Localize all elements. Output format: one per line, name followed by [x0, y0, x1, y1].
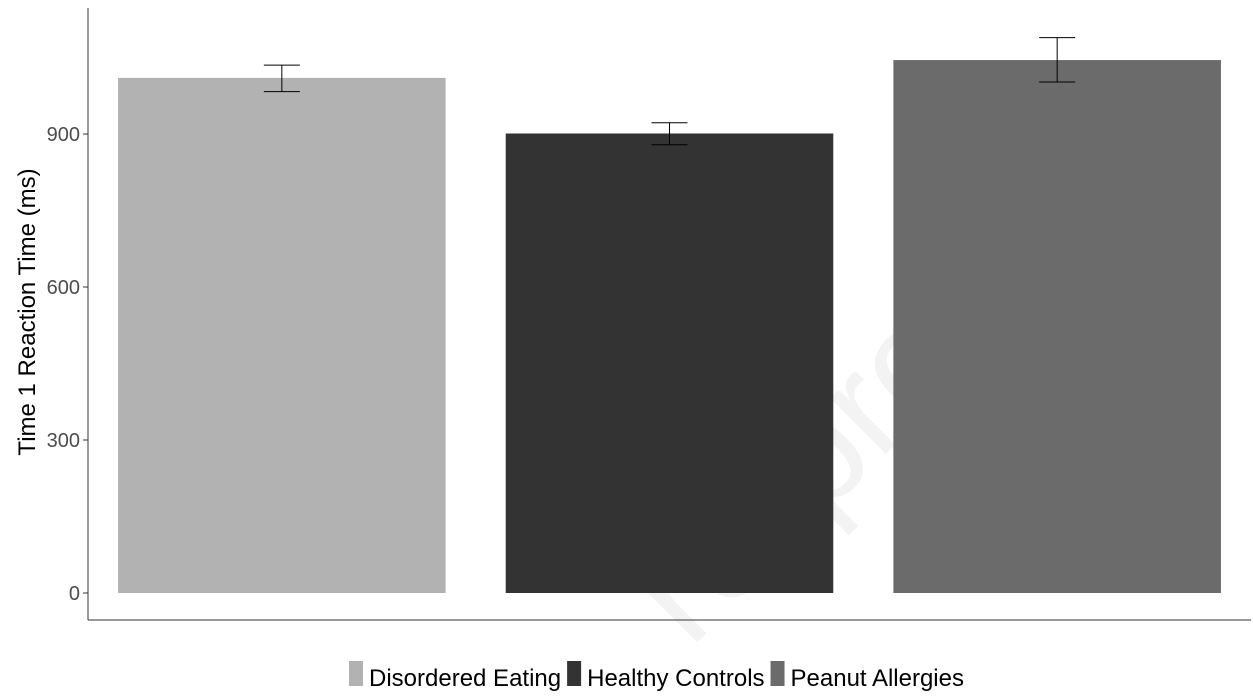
- bar-disordered-eating: [118, 77, 446, 593]
- error-bar: [1039, 37, 1076, 83]
- legend-swatch: [567, 661, 582, 686]
- y-axis-ticks: 0 300 600 900: [47, 124, 88, 605]
- y-tick-label: 300: [47, 430, 80, 452]
- bar-healthy-controls: [505, 133, 834, 594]
- y-tick-label: 900: [47, 124, 80, 146]
- error-bars: [263, 37, 1076, 146]
- error-bar: [651, 122, 688, 146]
- y-axis-title: Time 1 Reaction Time (ms): [14, 168, 41, 455]
- y-tick-label: 600: [47, 277, 80, 299]
- legend-label: Peanut Allergies: [791, 665, 964, 692]
- y-tick-label: 0: [69, 583, 80, 605]
- legend-swatch: [770, 661, 785, 686]
- error-bar: [263, 64, 300, 93]
- legend-label: Disordered Eating: [369, 665, 561, 692]
- legend-label: Healthy Controls: [587, 665, 764, 692]
- legend-swatch: [349, 661, 364, 686]
- bars: [118, 60, 1221, 594]
- legend: Disordered Eating Healthy Controls Peanut …: [349, 661, 964, 692]
- bar-peanut-allergies: [893, 60, 1221, 594]
